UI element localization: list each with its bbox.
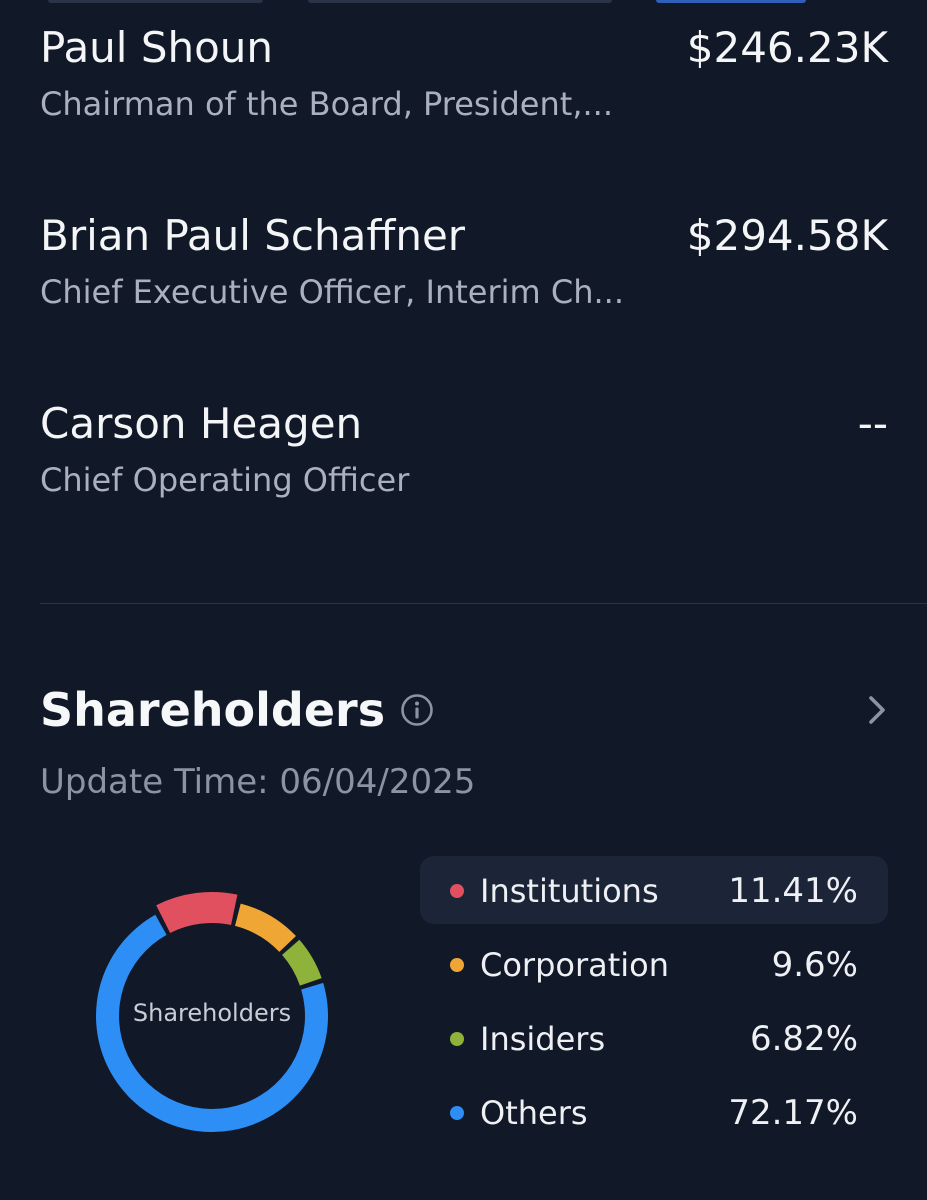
executive-name: Brian Paul Schaffner <box>40 211 466 260</box>
donut-slice-insiders[interactable] <box>282 939 322 986</box>
executive-pay: -- <box>857 399 888 448</box>
executive-pay: $294.58K <box>686 211 888 260</box>
legend-label: Corporation <box>480 946 670 984</box>
legend-item-institutions[interactable]: Institutions 11.41% <box>420 856 888 924</box>
shareholders-header: Shareholders <box>40 676 434 746</box>
update-time: Update Time: 06/04/2025 <box>40 762 476 802</box>
donut-center-label: Shareholders <box>132 999 292 1027</box>
tab-indicator <box>48 0 263 3</box>
chevron-right-icon[interactable] <box>862 690 892 730</box>
legend-item-corporation[interactable]: Corporation 9.6% <box>420 930 888 1004</box>
executive-name: Carson Heagen <box>40 399 363 448</box>
legend-value: 9.6% <box>771 945 858 985</box>
executive-title: Chairman of the Board, President,... <box>40 85 613 123</box>
section-divider <box>40 603 927 604</box>
legend-dot <box>450 1106 464 1120</box>
legend-item-insiders[interactable]: Insiders 6.82% <box>420 1004 888 1078</box>
legend-dot <box>450 884 464 898</box>
donut-slice-institutions[interactable] <box>156 892 238 933</box>
legend-label: Insiders <box>480 1020 606 1058</box>
executive-name: Paul Shoun <box>40 23 274 72</box>
executive-row[interactable]: Paul Shoun Chairman of the Board, Presid… <box>40 20 888 150</box>
legend-label: Others <box>480 1094 588 1132</box>
legend-value: 72.17% <box>728 1093 858 1133</box>
executive-row[interactable]: Brian Paul Schaffner Chief Executive Off… <box>40 208 888 338</box>
legend-label: Institutions <box>480 872 659 910</box>
section-title: Shareholders <box>40 683 386 737</box>
tab-indicator <box>308 0 612 3</box>
legend-value: 6.82% <box>749 1019 858 1059</box>
legend-value: 11.41% <box>728 871 858 911</box>
shareholders-legend: Institutions 11.41% Corporation 9.6% Ins… <box>420 856 888 1152</box>
top-tab-indicators <box>0 0 927 4</box>
executive-pay: $246.23K <box>686 23 888 72</box>
donut-slice-corporation[interactable] <box>235 903 296 952</box>
info-circle-icon[interactable] <box>400 693 434 727</box>
legend-dot <box>450 958 464 972</box>
shareholders-donut-chart[interactable] <box>96 884 328 1148</box>
executive-title: Chief Executive Officer, Interim Ch... <box>40 273 624 311</box>
executive-title: Chief Operating Officer <box>40 461 410 499</box>
executive-row[interactable]: Carson Heagen Chief Operating Officer -- <box>40 396 888 526</box>
legend-item-others[interactable]: Others 72.17% <box>420 1078 888 1152</box>
tab-indicator-active <box>656 0 806 3</box>
legend-dot <box>450 1032 464 1046</box>
